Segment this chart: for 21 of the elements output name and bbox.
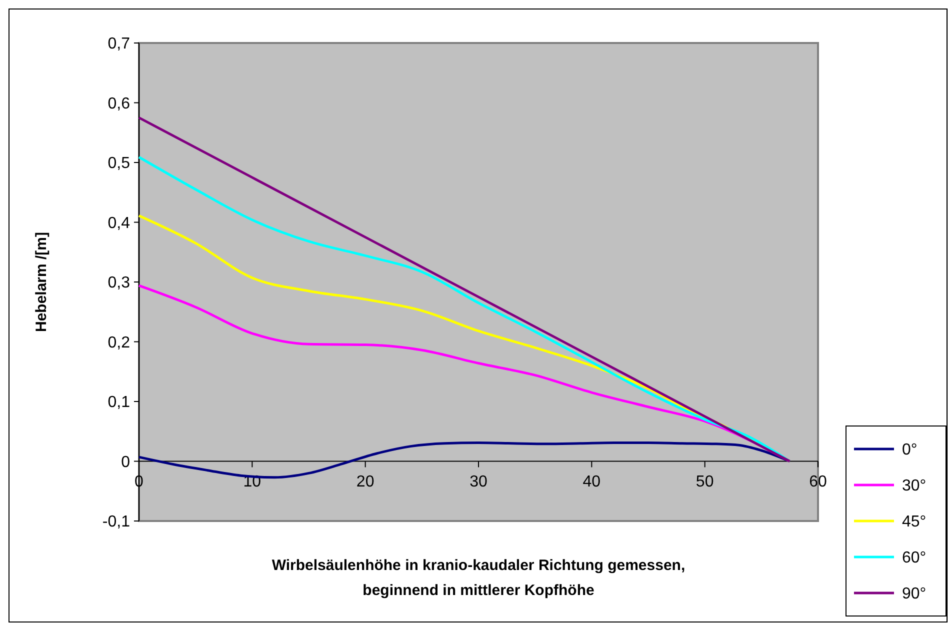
x-tick-label: 20: [356, 473, 374, 490]
legend-label: 0°: [902, 442, 918, 459]
x-tick-label: 50: [696, 473, 714, 490]
y-tick-label: 0,1: [108, 394, 130, 412]
x-tick-label: 60: [809, 473, 827, 490]
y-tick-label: 0,6: [108, 95, 130, 112]
legend-label: 90°: [902, 586, 926, 603]
y-tick-label: 0: [121, 454, 130, 471]
legend-label: 60°: [902, 550, 926, 567]
x-tick-label: 40: [582, 473, 601, 490]
x-axis-title: Wirbelsäulenhöhe in kranio-kaudaler Richtung gemessen, beginnend in mittlerer Kopfhöhe: [272, 557, 686, 599]
y-tick-label: 0,4: [108, 214, 130, 232]
y-tick-label: 0,5: [108, 155, 130, 172]
legend-label: 45°: [902, 514, 926, 531]
y-tick-label: 0,2: [108, 334, 130, 352]
y-tick-label: -0,1: [102, 514, 130, 531]
x-tick-label: 30: [470, 473, 488, 490]
legend-label: 30°: [902, 478, 926, 495]
y-tick-label: 0,3: [108, 274, 130, 292]
y-tick-label: 0,7: [108, 36, 130, 53]
y-axis-title: Hebelarm /[m]: [33, 232, 50, 332]
